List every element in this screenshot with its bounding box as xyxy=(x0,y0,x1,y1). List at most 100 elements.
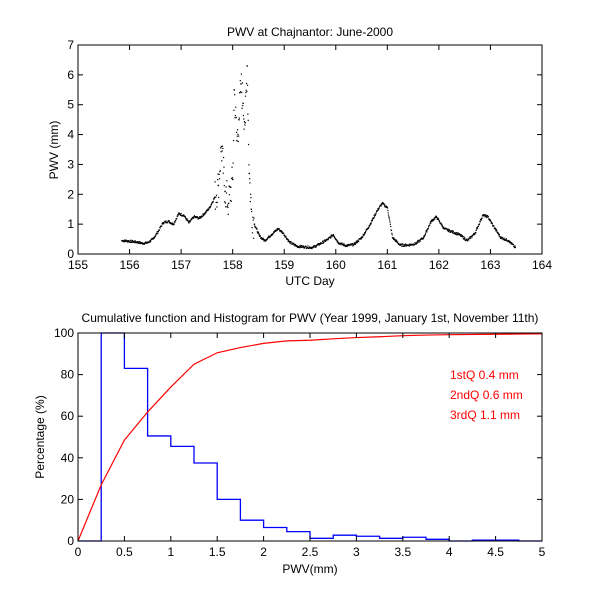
data-point xyxy=(388,216,390,218)
data-point xyxy=(154,236,156,238)
data-point xyxy=(485,214,487,216)
data-point xyxy=(212,201,214,203)
data-point xyxy=(448,230,450,232)
data-point xyxy=(231,166,233,168)
data-point xyxy=(394,239,396,241)
data-point xyxy=(447,230,450,233)
data-point xyxy=(452,230,454,232)
data-point xyxy=(243,120,246,123)
data-point xyxy=(180,213,182,215)
data-point xyxy=(310,246,312,249)
x-tick-label: 155 xyxy=(68,258,88,272)
data-point xyxy=(514,245,516,247)
data-point xyxy=(513,246,516,249)
data-point xyxy=(391,232,393,235)
data-point xyxy=(426,231,428,233)
data-point xyxy=(287,240,289,242)
data-point xyxy=(266,238,268,240)
data-point xyxy=(249,178,251,180)
data-point xyxy=(495,228,497,230)
data-point xyxy=(452,230,454,232)
data-point xyxy=(186,219,188,221)
data-point xyxy=(242,105,244,107)
data-point xyxy=(454,232,456,234)
data-point xyxy=(364,231,366,234)
data-point xyxy=(475,228,478,230)
data-point xyxy=(430,220,432,222)
data-point xyxy=(480,218,482,220)
x-tick-label: 162 xyxy=(429,258,449,272)
data-point xyxy=(262,237,264,239)
quartile-annotation: 3rdQ 1.1 mm xyxy=(450,408,520,422)
data-point xyxy=(220,147,222,149)
data-point xyxy=(274,230,277,232)
data-point xyxy=(458,232,460,235)
data-point xyxy=(431,220,433,222)
data-point xyxy=(205,210,207,213)
data-point xyxy=(129,240,131,242)
plot-area-frame xyxy=(77,332,543,542)
y-tick-label: 5 xyxy=(67,98,74,112)
data-point xyxy=(421,238,423,240)
data-point xyxy=(307,245,309,247)
data-point xyxy=(185,217,187,219)
data-point xyxy=(392,237,394,239)
data-point xyxy=(199,216,201,218)
data-point xyxy=(250,196,252,199)
data-point xyxy=(420,238,422,240)
data-point xyxy=(254,225,256,227)
data-point xyxy=(457,234,459,236)
data-point xyxy=(172,222,174,224)
data-point xyxy=(233,89,236,91)
data-point xyxy=(369,224,371,226)
data-point xyxy=(279,230,281,232)
data-point xyxy=(217,179,219,181)
data-point xyxy=(395,239,397,241)
data-point xyxy=(165,222,167,224)
data-point xyxy=(244,124,246,126)
x-tick-label: 159 xyxy=(274,258,294,272)
data-point xyxy=(248,172,250,175)
data-point xyxy=(276,228,278,230)
data-point xyxy=(251,210,253,213)
data-point xyxy=(177,214,179,216)
data-point xyxy=(443,228,446,230)
data-point xyxy=(360,238,362,240)
data-point xyxy=(423,236,425,238)
data-point xyxy=(371,219,373,221)
data-point xyxy=(406,245,408,247)
data-point xyxy=(193,215,196,217)
data-point xyxy=(147,241,149,243)
data-point xyxy=(352,243,355,245)
data-point xyxy=(333,235,335,237)
data-point xyxy=(174,221,176,223)
data-point xyxy=(279,230,281,232)
data-point xyxy=(299,247,301,249)
data-point xyxy=(403,243,405,246)
data-point xyxy=(369,222,372,224)
data-point xyxy=(370,223,372,225)
data-point xyxy=(293,244,295,246)
data-point xyxy=(131,241,133,243)
data-point xyxy=(444,227,446,229)
data-point xyxy=(261,237,263,239)
y-tick-label: 80 xyxy=(61,368,75,382)
data-point xyxy=(387,214,390,216)
data-point xyxy=(491,223,493,225)
data-point xyxy=(300,246,302,248)
y-tick-label: 2 xyxy=(67,187,74,201)
data-point xyxy=(336,239,338,241)
scatter-points xyxy=(121,65,516,250)
data-point xyxy=(435,215,437,217)
data-point xyxy=(509,241,511,244)
data-point xyxy=(183,215,185,217)
data-point xyxy=(227,206,229,208)
data-point xyxy=(157,230,159,233)
data-point xyxy=(287,238,289,241)
x-axis-label: PWV(mm) xyxy=(282,562,337,576)
data-point xyxy=(236,129,239,131)
data-point xyxy=(218,178,221,180)
data-point xyxy=(424,233,426,235)
data-point xyxy=(297,246,299,248)
data-point xyxy=(265,239,267,241)
